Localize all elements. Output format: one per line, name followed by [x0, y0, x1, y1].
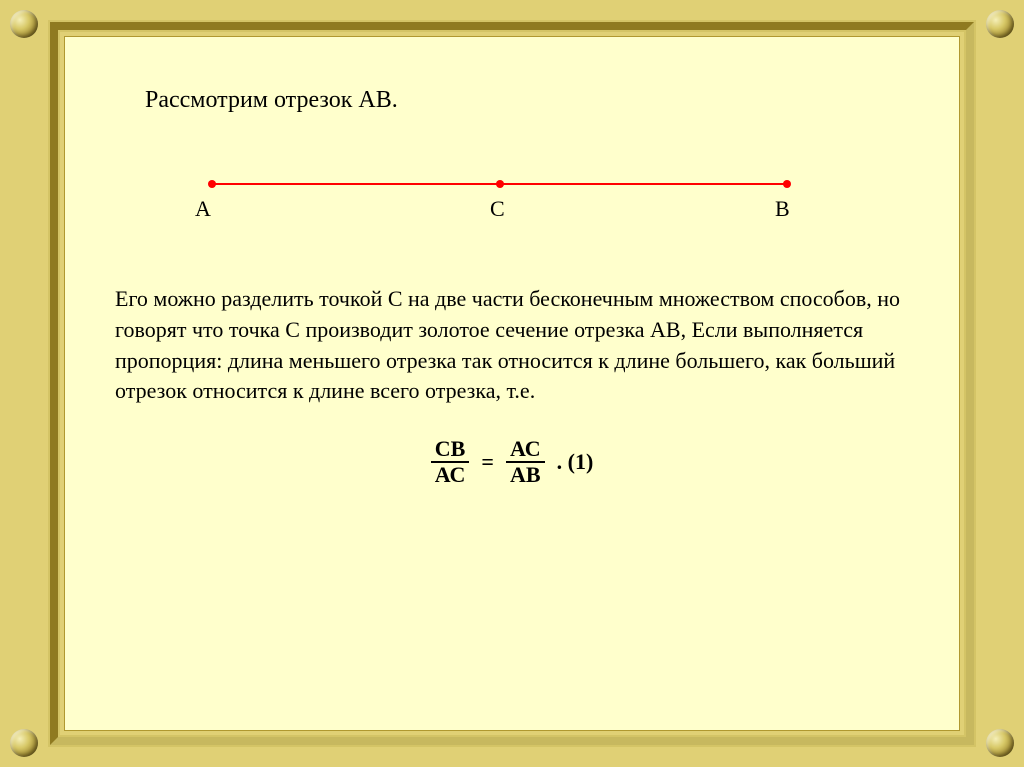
- corner-rivet-icon: [10, 729, 38, 757]
- slide-title: Рассмотрим отрезок АВ.: [145, 87, 909, 114]
- fraction-left-den: АС: [431, 463, 470, 487]
- label-a: А: [195, 196, 211, 222]
- slide-frame: Рассмотрим отрезок АВ. А С В Его можно р…: [0, 0, 1024, 767]
- label-c: С: [490, 196, 505, 222]
- body-paragraph: Его можно разделить точкой С на две част…: [115, 284, 909, 407]
- segment-svg: [115, 154, 909, 244]
- label-b: В: [775, 196, 790, 222]
- point-b: [783, 180, 791, 188]
- corner-rivet-icon: [986, 10, 1014, 38]
- equation-reference: . (1): [557, 449, 594, 475]
- fraction-right-num: АС: [506, 437, 545, 463]
- point-a: [208, 180, 216, 188]
- fraction-right: АС АВ: [506, 437, 545, 487]
- fraction-right-den: АВ: [506, 463, 545, 487]
- segment-diagram: А С В: [115, 154, 909, 244]
- slide-content: Рассмотрим отрезок АВ. А С В Его можно р…: [64, 36, 960, 731]
- point-c: [496, 180, 504, 188]
- corner-rivet-icon: [10, 10, 38, 38]
- fraction-left-num: СВ: [431, 437, 470, 463]
- equals-sign: =: [481, 449, 494, 475]
- corner-rivet-icon: [986, 729, 1014, 757]
- formula-proportion: СВ АС = АС АВ . (1): [115, 437, 909, 487]
- fraction-left: СВ АС: [431, 437, 470, 487]
